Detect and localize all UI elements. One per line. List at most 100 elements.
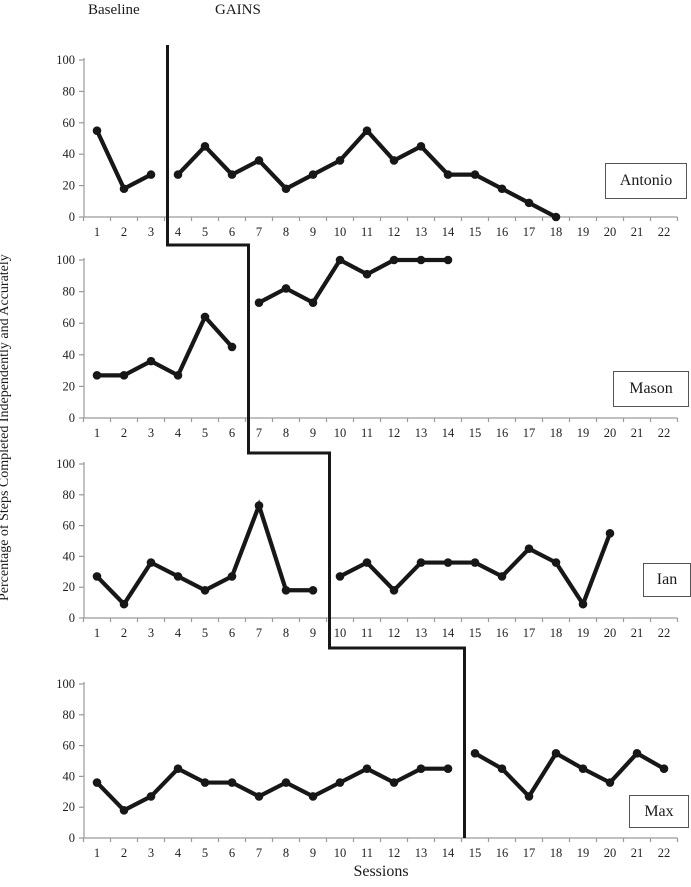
x-tick-label: 17 <box>523 846 536 860</box>
data-point <box>281 284 291 293</box>
x-tick-label: 9 <box>310 626 316 640</box>
x-tick-label: 5 <box>202 846 208 860</box>
x-tick-label: 22 <box>658 846 671 860</box>
data-point <box>416 558 426 567</box>
x-tick-label: 12 <box>388 846 401 860</box>
x-tick-label: 21 <box>631 225 644 239</box>
data-point <box>281 778 291 787</box>
x-tick-label: 6 <box>229 225 235 239</box>
x-tick-label: 14 <box>442 225 455 239</box>
data-point <box>200 778 210 787</box>
x-tick-label: 10 <box>334 426 347 440</box>
x-tick-label: 4 <box>175 626 182 640</box>
data-point <box>281 184 291 194</box>
data-point <box>659 764 669 773</box>
x-tick-label: 15 <box>469 426 482 440</box>
data-point <box>173 371 183 380</box>
x-tick-label: 9 <box>310 426 316 440</box>
x-tick-label: 22 <box>658 426 671 440</box>
x-tick-label: 21 <box>631 846 644 860</box>
y-tick-label: 0 <box>69 411 75 425</box>
x-tick-label: 4 <box>175 846 182 860</box>
y-tick-label: 40 <box>63 549 76 563</box>
data-point <box>146 792 156 801</box>
x-tick-label: 2 <box>121 426 127 440</box>
data-point <box>362 126 372 135</box>
data-point <box>605 529 615 538</box>
x-tick-label: 2 <box>121 846 127 860</box>
x-tick-label: 20 <box>604 846 617 860</box>
data-point <box>470 170 480 179</box>
panel-name-box-ian: Ian <box>643 563 691 597</box>
x-tick-label: 7 <box>256 626 262 640</box>
data-point <box>497 764 507 773</box>
data-point <box>254 298 264 307</box>
data-point <box>443 558 453 567</box>
data-point <box>254 156 264 165</box>
data-point <box>227 572 237 581</box>
x-tick-label: 6 <box>229 846 235 860</box>
x-tick-label: 16 <box>496 426 509 440</box>
data-point <box>146 558 156 567</box>
data-point <box>335 255 345 265</box>
x-tick-label: 10 <box>334 225 347 239</box>
data-point <box>524 198 534 208</box>
data-point <box>227 342 237 352</box>
x-tick-label: 7 <box>256 846 262 860</box>
data-point <box>362 558 372 567</box>
data-point <box>578 764 588 773</box>
data-point <box>173 764 183 773</box>
x-tick-label: 3 <box>148 846 154 860</box>
data-point <box>416 255 426 265</box>
data-point <box>389 255 399 265</box>
data-point <box>254 501 264 510</box>
x-tick-label: 8 <box>283 426 289 440</box>
data-point <box>281 585 291 595</box>
data-point <box>335 778 345 787</box>
y-tick-label: 80 <box>63 285 76 299</box>
data-point <box>173 170 183 179</box>
data-point <box>551 212 561 222</box>
data-point <box>92 572 102 581</box>
x-tick-label: 1 <box>94 426 100 440</box>
x-tick-label: 19 <box>577 626 590 640</box>
data-point <box>389 585 399 595</box>
data-point <box>362 269 372 279</box>
data-point <box>524 544 534 553</box>
x-tick-label: 7 <box>256 426 262 440</box>
data-point <box>335 572 345 581</box>
data-point <box>497 184 507 194</box>
data-point <box>92 371 102 380</box>
x-tick-label: 22 <box>658 626 671 640</box>
x-tick-label: 21 <box>631 426 644 440</box>
data-point <box>551 749 561 758</box>
y-tick-label: 20 <box>63 580 76 594</box>
data-point <box>443 170 453 179</box>
x-tick-label: 13 <box>415 626 428 640</box>
data-point <box>470 558 480 567</box>
x-tick-label: 17 <box>523 426 536 440</box>
x-tick-label: 20 <box>604 426 617 440</box>
x-tick-label: 18 <box>550 426 563 440</box>
x-tick-label: 5 <box>202 225 208 239</box>
x-tick-label: 19 <box>577 225 590 239</box>
x-tick-label: 18 <box>550 846 563 860</box>
x-tick-label: 11 <box>361 846 373 860</box>
x-tick-label: 13 <box>415 846 428 860</box>
x-tick-label: 5 <box>202 426 208 440</box>
data-point <box>470 749 480 758</box>
data-point <box>146 170 156 179</box>
data-point <box>119 599 129 609</box>
panel-name-box-antonio: Antonio <box>605 163 687 199</box>
x-tick-label: 18 <box>550 626 563 640</box>
x-tick-label: 1 <box>94 846 100 860</box>
x-tick-label: 10 <box>334 626 347 640</box>
x-tick-label: 3 <box>148 426 154 440</box>
data-point <box>308 298 318 307</box>
x-tick-label: 12 <box>388 225 401 239</box>
